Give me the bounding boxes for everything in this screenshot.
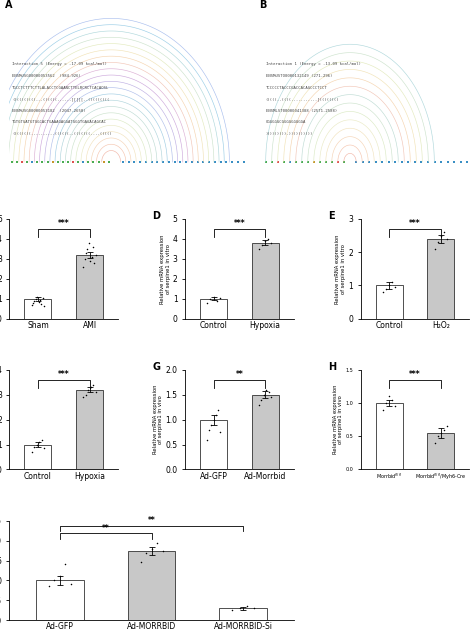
Text: TGCCTCTTTCTTLALACCTCGAANCTTELRCRCTCACAOSL: TGCCTCTTTCTTLALACCTCGAANCTTELRCRCTCACAOS… bbox=[12, 85, 109, 90]
Bar bbox=[25, 299, 51, 318]
Text: **: ** bbox=[236, 370, 243, 379]
Y-axis label: Relative mRNA expression
of serpine1 in vivo: Relative mRNA expression of serpine1 in … bbox=[333, 385, 343, 454]
Text: A: A bbox=[5, 0, 12, 9]
Text: ((((((((---------.((((((-.(((((((....(((((: ((((((((---------.((((((-.(((((((....(((… bbox=[12, 132, 111, 136]
Text: H: H bbox=[328, 362, 337, 372]
Text: ENSMUSG00000053182  (2047-2650): ENSMUSG00000053182 (2047-2650) bbox=[12, 109, 85, 113]
Bar bbox=[76, 255, 103, 318]
Bar bbox=[252, 395, 279, 470]
Bar bbox=[428, 239, 454, 318]
Text: TGTGTGATGTGGCACTGAAAGAGGATGGGTGAGACAGCAC: TGTGTGATGTGGCACTGAAAGAGGATGGGTGAGACAGCAC bbox=[12, 120, 107, 125]
Text: (((((-.((((...........[((((((((: (((((-.((((...........[(((((((( bbox=[266, 97, 339, 101]
Text: GGGGGGCGGGGGGGGGA: GGGGGGCGGGGGGGGGA bbox=[266, 120, 306, 125]
Text: ***: *** bbox=[234, 220, 245, 229]
Text: ***: *** bbox=[409, 370, 421, 379]
Text: ***: *** bbox=[409, 220, 421, 229]
Y-axis label: Relative mRNA expression
of serpine1 in vivo: Relative mRNA expression of serpine1 in … bbox=[153, 385, 164, 454]
Bar bbox=[128, 551, 175, 620]
Bar bbox=[376, 403, 402, 470]
Text: **: ** bbox=[102, 523, 109, 532]
Bar bbox=[252, 243, 279, 318]
Text: E: E bbox=[328, 211, 335, 221]
Bar bbox=[219, 608, 267, 620]
Text: ((((((((((--.((((((...--.[[[[[--(((((((((: ((((((((((--.((((((...--.[[[[[--((((((((… bbox=[12, 97, 109, 101]
Bar bbox=[428, 433, 454, 470]
Text: TCCCCCTACCCGACCACAGCCCTCCT: TCCCCCTACCCGACCACAGCCCTCCT bbox=[266, 85, 328, 90]
Text: ENSMUSTO0000132149 (271-296): ENSMUSTO0000132149 (271-296) bbox=[266, 74, 332, 78]
Text: ENSMLST00000041388 (2571-2588): ENSMLST00000041388 (2571-2588) bbox=[266, 109, 337, 113]
Text: )))))))))-)))))))))): )))))))))-)))))))))) bbox=[266, 132, 313, 136]
Text: G: G bbox=[153, 362, 161, 372]
Text: D: D bbox=[153, 211, 161, 221]
Text: B: B bbox=[260, 0, 267, 9]
Text: Interaction 1 (Energy = -13.09 kcal/mol): Interaction 1 (Energy = -13.09 kcal/mol) bbox=[266, 62, 361, 66]
Text: ***: *** bbox=[58, 370, 70, 379]
Text: **: ** bbox=[148, 516, 155, 525]
Bar bbox=[200, 299, 227, 318]
Y-axis label: Relative mRNA expression
of serpine1 in vitro: Relative mRNA expression of serpine1 in … bbox=[336, 234, 346, 304]
Bar bbox=[36, 580, 84, 620]
Bar bbox=[25, 444, 51, 470]
Y-axis label: Relative mRNA expression
of serpine1 in vitro: Relative mRNA expression of serpine1 in … bbox=[160, 234, 171, 304]
Text: ***: *** bbox=[58, 220, 70, 229]
Text: ENSMUSG00000053562  (984-926): ENSMUSG00000053562 (984-926) bbox=[12, 74, 81, 78]
Text: Interaction 5 (Energy = -17.09 kcal/mol): Interaction 5 (Energy = -17.09 kcal/mol) bbox=[12, 62, 107, 66]
Bar bbox=[376, 285, 402, 318]
Bar bbox=[200, 420, 227, 470]
Bar bbox=[76, 390, 103, 470]
